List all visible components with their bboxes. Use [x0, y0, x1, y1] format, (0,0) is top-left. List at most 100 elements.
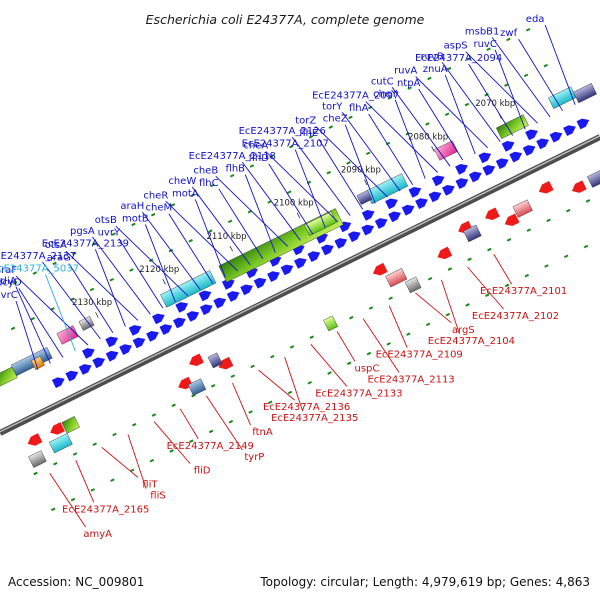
- forward-gene-arrow-shape: [347, 231, 361, 243]
- leader-line: [415, 292, 452, 324]
- gene-label-reverse: EcE24377A_2135: [271, 413, 358, 424]
- leader-line: [544, 24, 576, 105]
- forward-gene-arrow: [442, 184, 455, 196]
- forward-gene-arrow-shape: [221, 279, 235, 290]
- track-dot: [427, 276, 433, 281]
- forward-gene-arrow-shape: [549, 131, 563, 143]
- leader-line: [101, 447, 139, 478]
- track-dot: [149, 458, 155, 463]
- track-dot: [249, 164, 255, 168]
- leader-line: [206, 395, 243, 451]
- gene-label-forward: EcE24377A_2137: [0, 251, 76, 262]
- gene-label-forward: araF: [0, 265, 17, 276]
- forward-gene-arrow-shape: [199, 304, 213, 316]
- leader-line: [179, 408, 199, 439]
- track-dot: [523, 73, 529, 78]
- leader-line: [194, 199, 226, 278]
- forward-gene-arrow-shape: [522, 145, 536, 156]
- feature-block-shape: [187, 378, 207, 396]
- gene-label-forward: ruvB: [421, 51, 444, 62]
- forward-gene-arrow: [240, 284, 253, 296]
- gene-label-forward: EcE24377A_5037: [0, 263, 79, 274]
- track-dot: [90, 488, 95, 492]
- forward-gene-arrow-shape: [482, 165, 496, 176]
- track-dot: [327, 371, 332, 375]
- forward-gene-arrow: [132, 337, 146, 349]
- forward-gene-arrow-shape: [563, 125, 576, 136]
- reverse-gene-arrow: [27, 433, 43, 446]
- gene-label-forward: torZ: [295, 115, 316, 126]
- leader-line: [391, 87, 451, 167]
- track-dot: [208, 429, 214, 434]
- forward-gene-arrow: [105, 350, 119, 362]
- leader-line: [444, 74, 476, 155]
- leader-line: [465, 51, 538, 124]
- leader-line: [232, 382, 251, 426]
- feature-block-shape: [548, 86, 577, 109]
- scale-tick-label: 2120 kbp: [139, 265, 179, 275]
- gene-label-forward: EcE24377A_2107: [242, 139, 329, 150]
- feature-block-shape: [512, 199, 533, 218]
- forward-gene-arrow: [549, 131, 563, 143]
- gene-label-forward: cheZ: [323, 114, 348, 125]
- reverse-gene-arrow: [372, 262, 388, 276]
- forward-gene-arrow: [213, 297, 227, 309]
- forward-gene-arrow: [522, 145, 536, 156]
- leader-line: [91, 236, 151, 315]
- track-dot: [111, 232, 116, 236]
- track-dot: [445, 312, 451, 317]
- track-dot: [230, 374, 236, 378]
- forward-gene-arrow-shape: [78, 364, 92, 375]
- gene-label-reverse: EcE24377A_2149: [167, 441, 254, 452]
- gene-label-forward: otsA: [45, 240, 67, 251]
- track-dot: [406, 332, 411, 336]
- forward-gene-arrow-shape: [82, 348, 95, 359]
- gene-label-reverse: EcE24377A_2133: [315, 388, 402, 399]
- gene-label-forward: ntpA: [397, 78, 421, 89]
- track-dot: [526, 228, 532, 232]
- forward-gene-arrow: [361, 224, 375, 236]
- gene-label-forward: cheW: [168, 176, 196, 187]
- gene-label-forward: uvrY: [98, 228, 121, 239]
- forward-gene-arrow-shape: [525, 129, 538, 141]
- feature-block: [463, 224, 482, 243]
- leader-line: [244, 174, 276, 253]
- track-dot: [484, 93, 489, 97]
- track-dot: [190, 193, 195, 197]
- reverse-gene-arrow: [189, 353, 204, 367]
- forward-gene-arrow-shape: [92, 357, 106, 369]
- gene-label-forward: EcE24377A_2126: [239, 126, 326, 137]
- track-dot: [287, 190, 292, 194]
- forward-gene-arrow-shape: [428, 191, 442, 203]
- forward-gene-arrow-shape: [186, 311, 200, 322]
- gene-label-reverse: uspC: [355, 363, 380, 374]
- leader-line: [42, 261, 101, 340]
- track-dot: [563, 254, 569, 259]
- track-dot: [188, 239, 193, 243]
- gene-label-forward: araH: [120, 201, 144, 212]
- track-dot: [150, 212, 156, 217]
- track-dot: [385, 141, 391, 146]
- feature-tracks: [0, 27, 600, 512]
- gene-label-forward: araG: [47, 253, 71, 264]
- track-dot: [109, 277, 114, 282]
- track-dot: [346, 161, 351, 165]
- forward-gene-arrow: [186, 311, 200, 322]
- reverse-gene-arrow-shape: [218, 356, 234, 370]
- track-dot: [52, 261, 57, 266]
- forward-gene-arrow-shape: [415, 198, 428, 209]
- forward-gene-arrow-shape: [442, 184, 455, 196]
- feature-block-shape: [78, 315, 95, 331]
- gene-label-forward: flhE: [299, 128, 318, 139]
- feature-block-shape: [573, 83, 597, 104]
- gene-label-forward: cheR: [143, 190, 168, 201]
- leader-line: [362, 318, 400, 373]
- feature-block-shape: [586, 170, 600, 188]
- feature-block: [0, 366, 18, 387]
- track-dot: [248, 410, 253, 414]
- leader-line: [294, 149, 326, 229]
- track-dot: [171, 403, 176, 408]
- leader-line: [18, 288, 64, 358]
- leader-line: [218, 188, 264, 260]
- gene-label-forward: cheY: [373, 89, 398, 100]
